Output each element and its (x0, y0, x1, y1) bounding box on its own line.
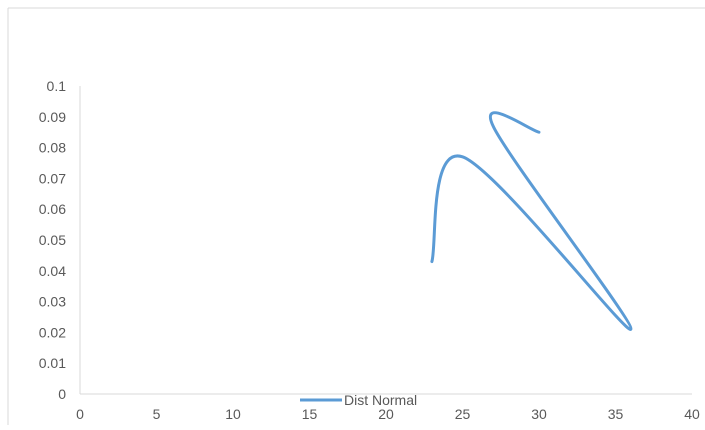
y-tick-label: 0.04 (39, 263, 66, 279)
x-tick-label: 40 (684, 406, 700, 422)
y-tick-label: 0.03 (39, 294, 66, 310)
y-tick-label: 0.08 (39, 140, 66, 156)
y-tick-label: 0.09 (39, 109, 66, 125)
x-axis: 0 5 10 15 20 25 30 35 40 (76, 393, 700, 422)
x-tick-label: 35 (608, 406, 624, 422)
y-tick-label: 0.06 (39, 201, 66, 217)
y-tick-label: 0.01 (39, 355, 66, 371)
x-tick-label: 0 (76, 406, 84, 422)
x-tick-label: 5 (153, 406, 161, 422)
y-tick-label: 0.05 (39, 232, 66, 248)
y-tick-label: 0.02 (39, 324, 66, 340)
x-tick-label: 15 (302, 406, 318, 422)
legend: Dist Normal (300, 392, 417, 408)
chart-border (7, 7, 705, 425)
x-tick-label: 10 (225, 406, 241, 422)
series-layer (430, 111, 633, 331)
x-tick-label: 20 (378, 406, 394, 422)
y-tick-label: 0 (58, 386, 66, 402)
series-line-0 (430, 111, 633, 331)
y-axis: 0 0.01 0.02 0.03 0.04 0.05 0.06 0.07 0.08 0.09 0.1 (39, 78, 81, 402)
y-tick-label: 0.1 (47, 78, 67, 94)
x-tick-label: 25 (455, 406, 471, 422)
legend-label: Dist Normal (344, 392, 417, 408)
x-tick-label: 30 (531, 406, 547, 422)
y-tick-label: 0.07 (39, 170, 66, 186)
